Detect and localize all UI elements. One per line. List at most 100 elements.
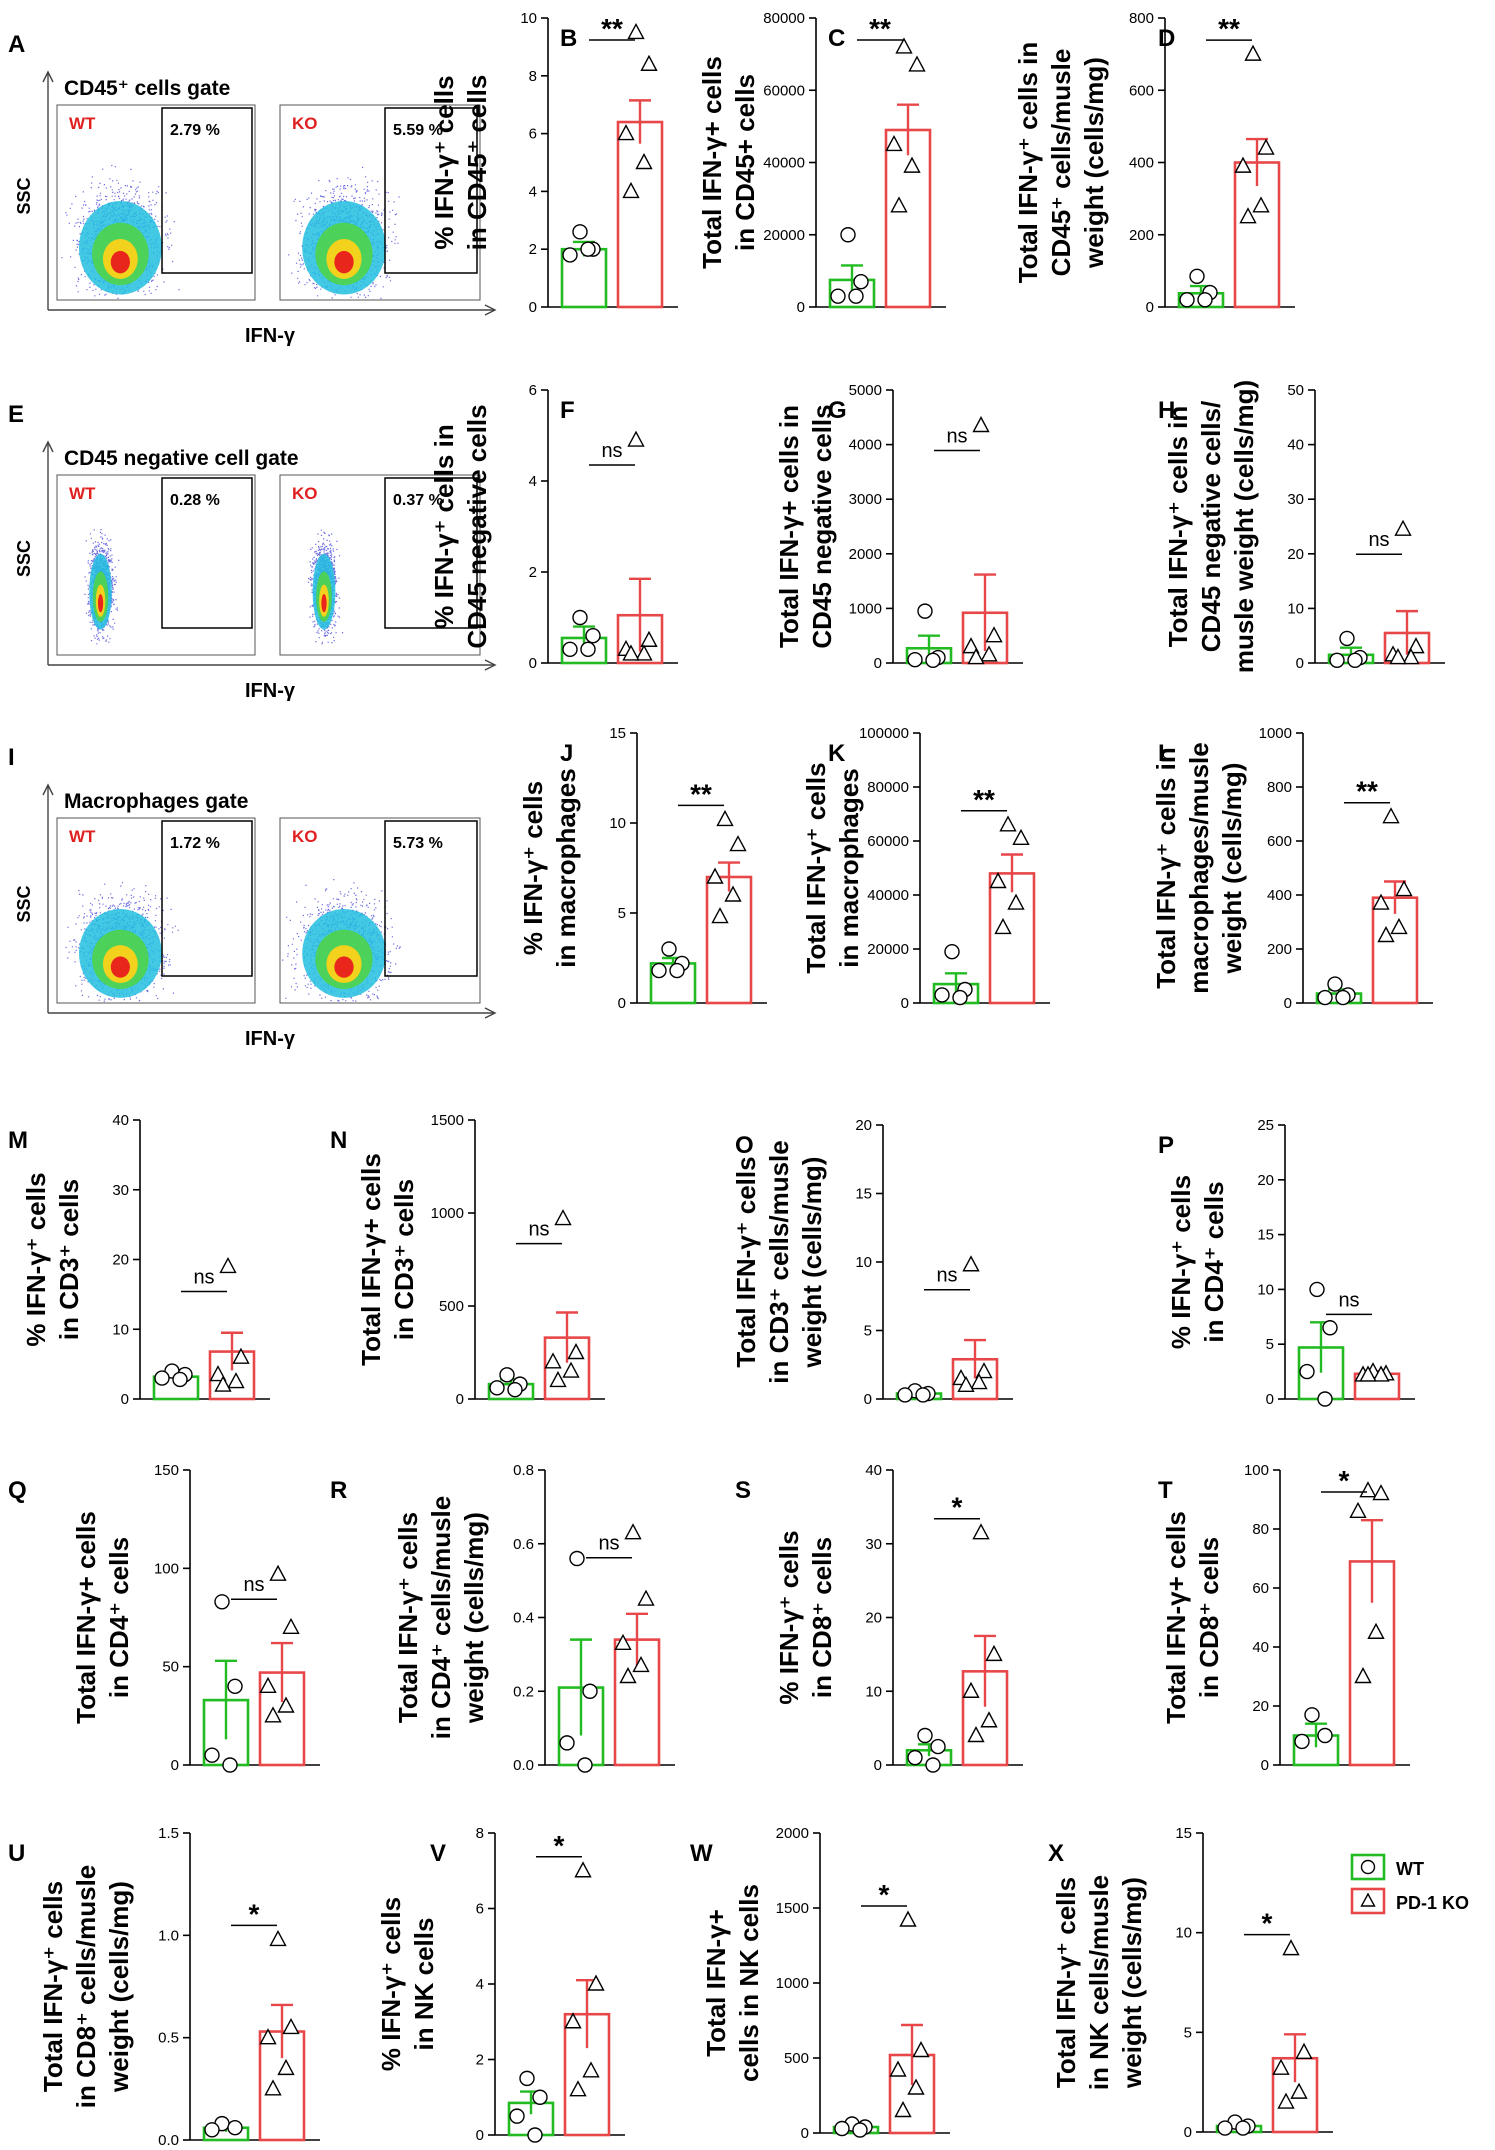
panel-letter-O: O: [735, 1132, 754, 1159]
wt-data-point: [577, 1757, 593, 1773]
ko-data-point: [282, 1617, 300, 1635]
significance-label: **: [973, 784, 995, 815]
wt-data-point: [227, 2120, 243, 2136]
y-tick-label: 400: [1267, 887, 1292, 904]
ko-data-point: [1272, 2058, 1290, 2075]
ko-data-point: [1372, 1484, 1390, 1501]
wt-data-point: [222, 1757, 238, 1773]
y-tick-label: 0: [618, 995, 626, 1012]
legend-wt-label: WT: [1396, 1859, 1424, 1879]
panel-letter-R: R: [330, 1477, 347, 1504]
y-tick-label: 0.8: [513, 1462, 534, 1479]
y-axis-label-line: Total IFN-γ⁺ cells in: [1013, 42, 1043, 284]
panel-letter-P: P: [1158, 1132, 1174, 1159]
y-tick-label: 4: [476, 1976, 484, 1993]
ko-data-point: [562, 1361, 580, 1378]
panel-letter-C: C: [828, 25, 845, 52]
y-tick-label: 15: [1257, 1227, 1274, 1244]
ko-data-point: [1354, 1667, 1372, 1684]
panel-letter-B: B: [560, 25, 577, 52]
y-tick-label: 0: [1296, 655, 1304, 672]
y-tick-label: 8: [529, 68, 537, 85]
flow-y-arrow: [42, 440, 54, 453]
y-axis-label-line: CD45 negative cells: [807, 404, 837, 648]
y-axis-label-line: in CD8⁺ cells: [807, 1537, 837, 1698]
y-tick-label: 0.5: [158, 2030, 179, 2047]
y-tick-label: 5000: [849, 382, 882, 399]
y-tick-label: 0.2: [513, 1683, 534, 1700]
y-tick-label: 4000: [849, 437, 882, 454]
wt-data-point: [915, 1387, 931, 1403]
wt-plot-label: WT: [69, 827, 96, 846]
bar-chart-C: C 0 20000 40000 60000 80000 Total IFN-γ+ cells…: [697, 10, 946, 316]
y-tick-label: 8: [476, 1825, 484, 1842]
ko-plot-label: KO: [292, 114, 318, 133]
y-tick-label: 0.4: [513, 1610, 534, 1627]
wt-data-point: [669, 962, 685, 979]
wt-data-point: [917, 603, 933, 619]
y-axis-label-line: Total IFN-γ+: [701, 1909, 731, 2057]
y-tick-label: 20: [855, 1117, 872, 1134]
legend-ko-marker: [1360, 1892, 1376, 1907]
significance-label: *: [1339, 1465, 1350, 1496]
wt-dot-plot: WT 2.79 %: [56, 104, 256, 301]
y-tick-label: 10: [855, 1254, 872, 1271]
y-tick-label: 10: [1287, 600, 1304, 617]
ko-data-point: [1349, 1501, 1367, 1518]
wt-data-point: [917, 1727, 933, 1744]
flow-x-arrow: [484, 659, 497, 671]
ko-data-point: [635, 153, 653, 170]
ko-data-point: [1382, 807, 1400, 824]
panel-letter-D: D: [1158, 25, 1175, 52]
wt-data-point: [572, 224, 588, 240]
wt-data-point: [930, 1738, 946, 1755]
y-axis-label-line: Total IFN-γ+ cells: [356, 1153, 386, 1366]
y-axis-label-line: in NK cells: [409, 1918, 439, 2051]
y-axis-label-line: % IFN-γ⁺ cells: [774, 1530, 804, 1704]
y-axis-label-line: in CD8⁺ cells/musle: [71, 1865, 101, 2108]
panel-letter-V: V: [430, 1840, 446, 1867]
panel-letter-G: G: [828, 397, 847, 424]
ko-data-point: [264, 1706, 282, 1723]
ko-data-point: [282, 2017, 300, 2035]
wt-data-point: [661, 941, 677, 957]
ko-data-point: [1277, 2092, 1295, 2109]
ko-data-point: [259, 2028, 277, 2045]
wt-data-point: [489, 1380, 505, 1396]
y-axis-label-line: in CD45+ cells: [730, 74, 760, 251]
y-axis-label-line: CD45 negative cells/: [1196, 401, 1226, 652]
y-tick-label: 5: [618, 905, 626, 922]
y-axis-label-line: macrophages/musle: [1184, 742, 1214, 993]
gate-rect: [161, 107, 253, 274]
y-axis-label-line: Total IFN-γ⁺ cells: [38, 1881, 68, 2092]
y-tick-label: 80: [1252, 1521, 1269, 1538]
y-tick-label: 20: [1257, 1172, 1274, 1189]
y-tick-label: 40: [1287, 437, 1304, 454]
y-tick-label: 100: [1244, 1462, 1269, 1479]
wt-data-point: [907, 652, 923, 668]
ifng-label: IFN-γ: [245, 680, 296, 702]
panel-letter-M: M: [8, 1127, 28, 1154]
y-tick-label: 3000: [849, 491, 882, 508]
bar-chart-Q: Q 0 50 100 150 Total IFN-γ+ cells in CD4⁺ cell…: [8, 1462, 320, 1774]
significance-label: **: [690, 778, 712, 809]
ko-data-point: [994, 917, 1012, 935]
y-tick-label: 60000: [763, 82, 805, 99]
ko-data-point: [962, 637, 980, 654]
wt-data-point: [1235, 2120, 1251, 2136]
y-tick-label: 0.6: [513, 1536, 534, 1553]
y-axis-label-line: cells in NK cells: [734, 1884, 764, 2082]
y-tick-label: 200: [1267, 941, 1292, 958]
bar-chart-T: T 0 20 40 60 80 100 Total IFN-γ+ cells in CD8⁺ c…: [1158, 1462, 1410, 1774]
ko-data-point: [985, 1644, 1003, 1662]
wt-data-point: [527, 2127, 543, 2143]
wt-data-point: [1217, 2120, 1233, 2136]
ko-data-point: [895, 37, 913, 54]
ko-data-point: [627, 430, 645, 447]
flow-panel-E: E CD45 negative cell gate SSC IFN-γ WT 0.28 %…: [8, 401, 497, 702]
y-tick-label: 0: [456, 1391, 464, 1408]
y-axis-label-line: weight (cells/mg): [1217, 763, 1247, 975]
ko-data-point: [980, 645, 998, 662]
bar-chart-P: P 0 5 10 15 20 25 % IFN-γ⁺ cells in CD4⁺ cells ns: [1158, 1117, 1415, 1408]
y-tick-label: 30: [112, 1182, 129, 1199]
